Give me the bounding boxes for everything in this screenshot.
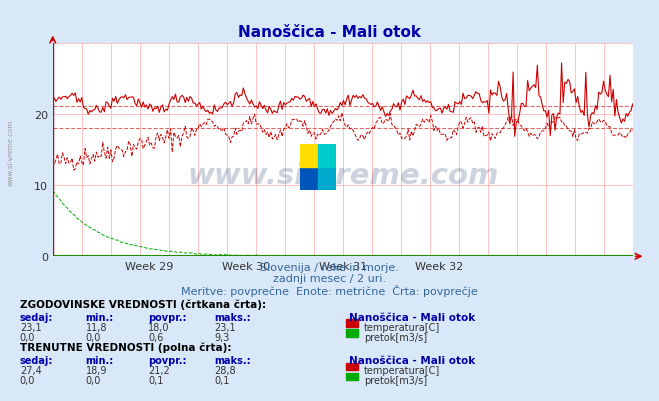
- Text: www.si-vreme.com: www.si-vreme.com: [8, 119, 14, 185]
- Text: 23,1: 23,1: [214, 322, 236, 332]
- Text: 0,1: 0,1: [148, 375, 163, 385]
- Text: temperatura[C]: temperatura[C]: [364, 365, 440, 375]
- Bar: [318, 168, 336, 190]
- Text: 0,0: 0,0: [20, 375, 35, 385]
- Text: Nanoščica - Mali otok: Nanoščica - Mali otok: [238, 25, 421, 40]
- Text: 23,1: 23,1: [20, 322, 42, 332]
- Text: povpr.:: povpr.:: [148, 355, 186, 365]
- Text: 11,8: 11,8: [86, 322, 107, 332]
- Text: Slovenija / reke in morje.: Slovenija / reke in morje.: [260, 263, 399, 273]
- Text: sedaj:: sedaj:: [20, 355, 53, 365]
- Text: 28,8: 28,8: [214, 365, 236, 375]
- Text: ZGODOVINSKE VREDNOSTI (črtkana črta):: ZGODOVINSKE VREDNOSTI (črtkana črta):: [20, 299, 266, 309]
- Text: povpr.:: povpr.:: [148, 312, 186, 322]
- Text: maks.:: maks.:: [214, 355, 251, 365]
- Text: 18,9: 18,9: [86, 365, 107, 375]
- Text: 0,0: 0,0: [86, 332, 101, 342]
- Text: pretok[m3/s]: pretok[m3/s]: [364, 332, 427, 342]
- Text: temperatura[C]: temperatura[C]: [364, 322, 440, 332]
- Text: 18,0: 18,0: [148, 322, 170, 332]
- Text: 27,4: 27,4: [20, 365, 42, 375]
- Bar: [300, 144, 318, 168]
- Text: Nanoščica - Mali otok: Nanoščica - Mali otok: [349, 355, 476, 365]
- Text: 0,1: 0,1: [214, 375, 229, 385]
- Text: min.:: min.:: [86, 355, 114, 365]
- Text: Meritve: povprečne  Enote: metrične  Črta: povprečje: Meritve: povprečne Enote: metrične Črta:…: [181, 284, 478, 296]
- Text: 9,3: 9,3: [214, 332, 229, 342]
- Bar: [300, 168, 318, 190]
- Text: 0,6: 0,6: [148, 332, 163, 342]
- Text: Nanoščica - Mali otok: Nanoščica - Mali otok: [349, 312, 476, 322]
- Text: 0,0: 0,0: [20, 332, 35, 342]
- Text: zadnji mesec / 2 uri.: zadnji mesec / 2 uri.: [273, 273, 386, 284]
- Bar: [318, 144, 336, 168]
- Text: TRENUTNE VREDNOSTI (polna črta):: TRENUTNE VREDNOSTI (polna črta):: [20, 342, 231, 352]
- Text: www.si-vreme.com: www.si-vreme.com: [187, 162, 498, 190]
- Text: 0,0: 0,0: [86, 375, 101, 385]
- Text: 21,2: 21,2: [148, 365, 170, 375]
- Text: maks.:: maks.:: [214, 312, 251, 322]
- Text: pretok[m3/s]: pretok[m3/s]: [364, 375, 427, 385]
- Text: sedaj:: sedaj:: [20, 312, 53, 322]
- Text: min.:: min.:: [86, 312, 114, 322]
